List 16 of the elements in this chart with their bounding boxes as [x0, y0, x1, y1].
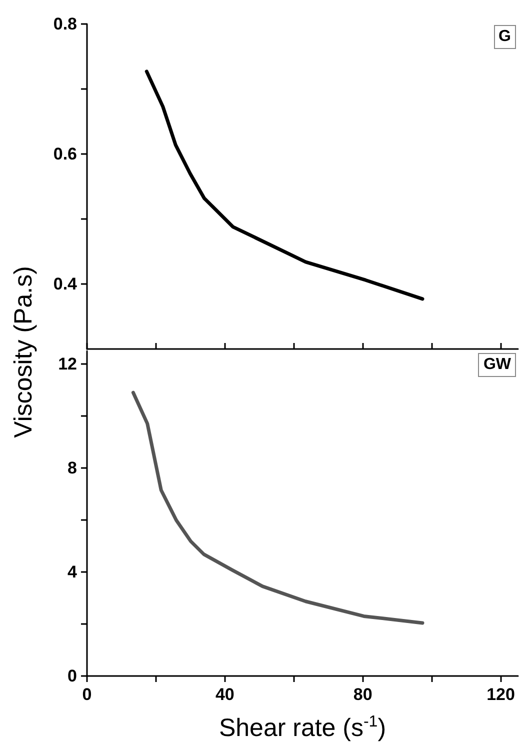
annotation: G: [494, 25, 516, 49]
x-tick-label: 120: [486, 685, 515, 704]
annotation: GW: [478, 353, 516, 377]
x-tick-label: 40: [215, 685, 234, 704]
line-series: [144, 70, 424, 301]
y-tick-label: 0.8: [53, 14, 77, 34]
y-tick-label: 0.6: [53, 144, 77, 164]
y-tick-label: 0: [68, 666, 77, 686]
y-tick-label: 0.4: [53, 274, 78, 294]
y-axis-title: Viscosity (Pa.s): [10, 266, 38, 438]
x-tick-label: 0: [82, 685, 92, 704]
x-tick-label: 80: [353, 685, 372, 704]
y-tick-label: 8: [68, 458, 77, 478]
line-series: [131, 390, 424, 625]
y-tick-label: 4: [68, 562, 78, 582]
y-tick-label: 12: [58, 354, 77, 374]
